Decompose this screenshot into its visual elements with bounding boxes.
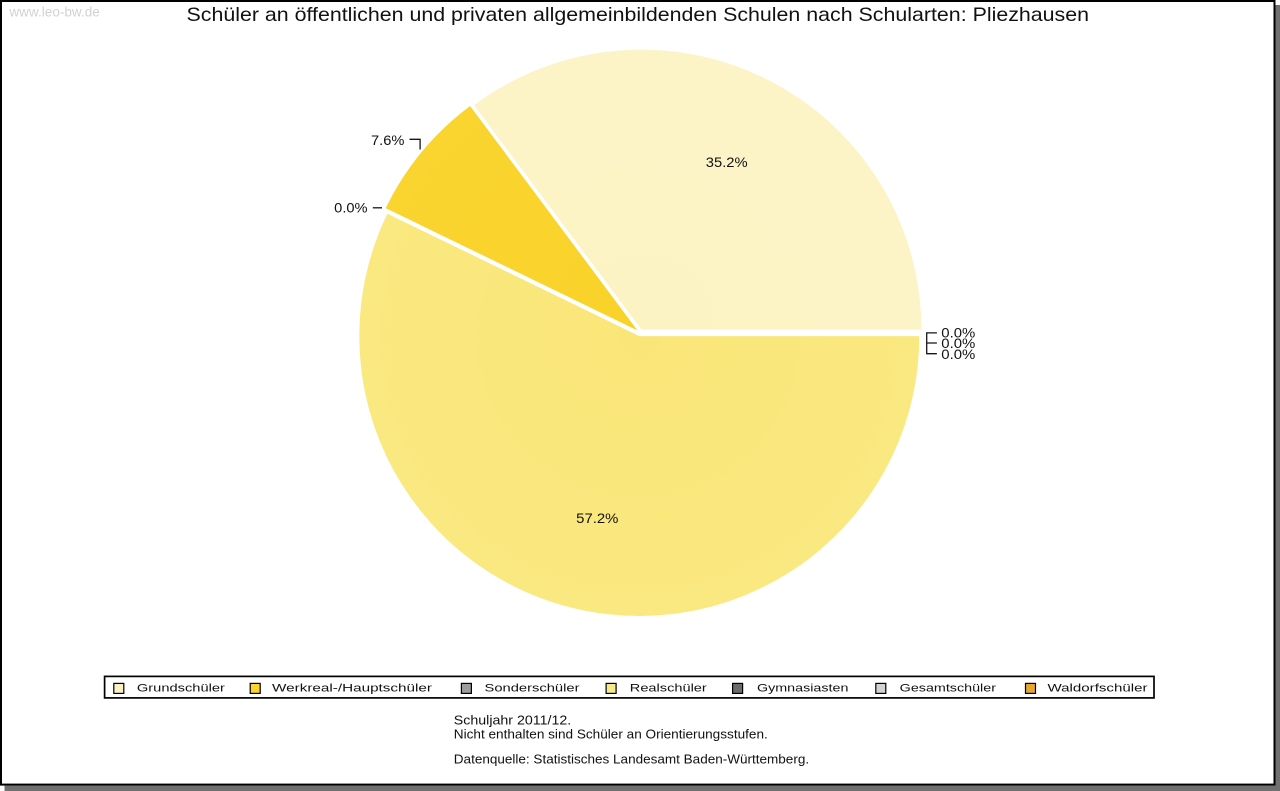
svg-text:Sonderschüler: Sonderschüler [485,683,581,695]
svg-text:Datenquelle: Statistisches Lan: Datenquelle: Statistisches Landesamt Bad… [454,752,809,766]
svg-text:0.0%: 0.0% [941,336,975,351]
svg-text:Gymnasiasten: Gymnasiasten [757,683,849,695]
svg-text:57.2%: 57.2% [576,511,618,526]
svg-text:7.6%: 7.6% [371,133,404,148]
svg-text:Werkreal-/Hauptschüler: Werkreal-/Hauptschüler [272,683,433,695]
svg-text:Realschüler: Realschüler [630,683,708,695]
svg-text:Schuljahr 2011/12.: Schuljahr 2011/12. [454,714,571,728]
svg-text:0.0%: 0.0% [941,325,975,340]
svg-text:Nicht enthalten sind Schüler a: Nicht enthalten sind Schüler an Orientie… [454,727,768,741]
svg-text:Waldorfschüler: Waldorfschüler [1048,683,1149,695]
svg-text:35.2%: 35.2% [706,155,748,170]
svg-text:Gesamtschüler: Gesamtschüler [900,683,997,695]
svg-text:0.0%: 0.0% [941,347,975,362]
svg-text:Schüler an öffentlichen und pr: Schüler an öffentlichen und privaten all… [187,4,1090,26]
svg-text:0.0%: 0.0% [334,200,367,215]
svg-text:www.leo-bw.de: www.leo-bw.de [8,4,99,19]
svg-text:Grundschüler: Grundschüler [137,683,226,695]
